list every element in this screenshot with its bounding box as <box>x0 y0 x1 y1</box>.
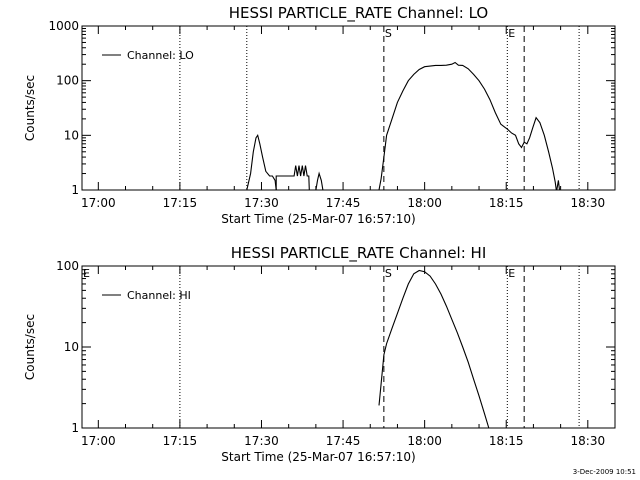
x-axis-label: Start Time (25-Mar-07 16:57:10) <box>221 212 415 226</box>
x-tick-label: 18:30 <box>571 434 606 448</box>
y-axis-label: Counts/sec <box>23 75 37 141</box>
legend-entry: Channel: LO <box>127 49 194 62</box>
series-line <box>378 269 490 429</box>
y-tick-label: 1 <box>71 421 79 435</box>
x-tick-label: 17:15 <box>163 434 198 448</box>
chart-title: HESSI PARTICLE_RATE Channel: LO <box>229 4 488 23</box>
marker-e: E <box>508 267 515 280</box>
x-tick-label: 17:30 <box>244 434 279 448</box>
footer-timestamp: 3-Dec-2009 10:51 <box>573 468 636 476</box>
x-tick-label: 18:15 <box>489 434 524 448</box>
x-axis-label: Start Time (25-Mar-07 16:57:10) <box>221 450 415 464</box>
y-tick-label: 1000 <box>48 19 79 33</box>
chart-panel-1: HESSI PARTICLE_RATE Channel: LO Counts/se… <box>23 4 616 226</box>
y-tick-label: 10 <box>64 340 79 354</box>
x-tick-label: 17:00 <box>81 434 116 448</box>
marker-s: S <box>385 267 392 280</box>
series-line <box>275 165 310 191</box>
x-tick-label: 17:45 <box>326 196 361 210</box>
y-tick-label: 100 <box>56 259 79 273</box>
x-tick-label: 17:00 <box>81 196 116 210</box>
marker-e: E <box>508 27 515 40</box>
marker-s: S <box>385 27 392 40</box>
x-tick-label: 17:15 <box>163 196 198 210</box>
y-axis-label: Counts/sec <box>23 314 37 380</box>
chart-panel-2: HESSI PARTICLE_RATE Channel: HI Counts/se… <box>23 244 616 464</box>
series-line <box>378 61 557 191</box>
y-tick-label: 100 <box>56 74 79 88</box>
chart-title: HESSI PARTICLE_RATE Channel: HI <box>231 244 487 263</box>
x-tick-label: 17:45 <box>326 434 361 448</box>
x-tick-label: 17:30 <box>244 196 279 210</box>
series-line <box>246 133 277 191</box>
x-tick-label: 18:00 <box>407 196 442 210</box>
x-tick-label: 18:00 <box>407 434 442 448</box>
y-tick-label: 1 <box>71 183 79 197</box>
legend-entry: Channel: HI <box>127 289 191 302</box>
x-tick-label: 18:30 <box>571 196 606 210</box>
x-tick-label: 18:15 <box>489 196 524 210</box>
plot-frame <box>81 25 616 191</box>
marker-e: E <box>83 267 90 280</box>
y-tick-label: 10 <box>64 128 79 142</box>
series-line <box>315 171 324 191</box>
series-line <box>556 180 561 191</box>
